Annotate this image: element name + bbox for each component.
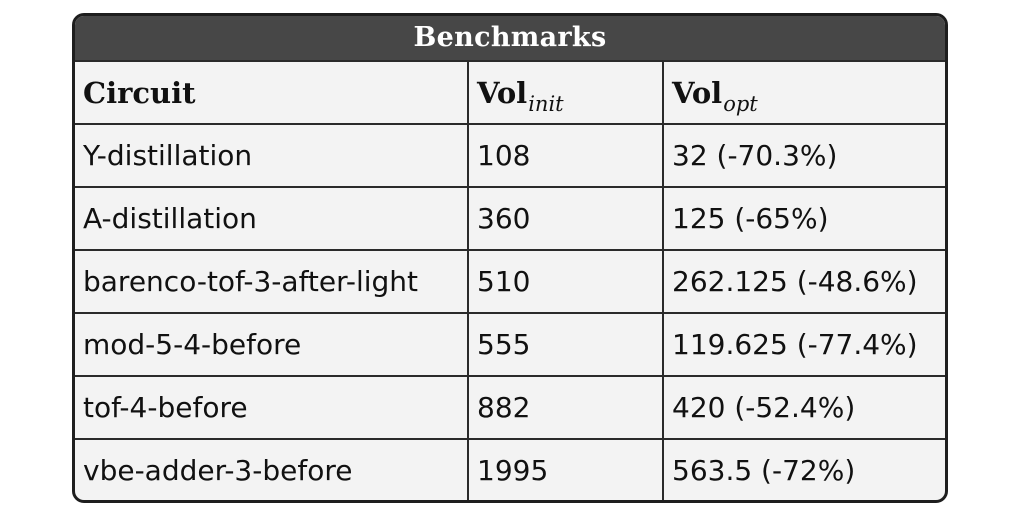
header-vol-opt: Volopt: [662, 60, 945, 125]
table-row: tof-4-before 882 420 (-52.4%): [75, 375, 945, 440]
header-vol-init-subscript: init: [528, 91, 564, 116]
table-row: mod-5-4-before 555 119.625 (-77.4%): [75, 312, 945, 377]
vol-init-cell: 1995: [467, 438, 664, 500]
vol-init-cell: 882: [467, 375, 664, 440]
benchmarks-table: Benchmarks Circuit Volinit Volopt Y-dist…: [72, 13, 948, 503]
circuit-cell: barenco-tof-3-after-light: [75, 249, 469, 314]
circuit-cell: vbe-adder-3-before: [75, 438, 469, 500]
vol-opt-cell: 563.5 (-72%): [662, 438, 945, 500]
header-circuit: Circuit: [75, 60, 469, 125]
benchmarks-grid: Circuit Volinit Volopt Y-distillation 10…: [75, 60, 945, 500]
vol-opt-cell: 125 (-65%): [662, 186, 945, 251]
header-vol-opt-label: Vol: [672, 75, 723, 110]
header-row: Circuit Volinit Volopt: [75, 60, 945, 125]
vol-opt-cell: 32 (-70.3%): [662, 123, 945, 188]
header-vol-init: Volinit: [467, 60, 664, 125]
header-vol-init-label: Vol: [477, 75, 528, 110]
vol-init-cell: 510: [467, 249, 664, 314]
header-vol-opt-subscript: opt: [723, 91, 758, 116]
table-row: A-distillation 360 125 (-65%): [75, 186, 945, 251]
circuit-cell: A-distillation: [75, 186, 469, 251]
circuit-cell: Y-distillation: [75, 123, 469, 188]
table-row: Y-distillation 108 32 (-70.3%): [75, 123, 945, 188]
vol-opt-cell: 119.625 (-77.4%): [662, 312, 945, 377]
vol-opt-cell: 420 (-52.4%): [662, 375, 945, 440]
table-row: vbe-adder-3-before 1995 563.5 (-72%): [75, 438, 945, 500]
vol-init-cell: 108: [467, 123, 664, 188]
vol-init-cell: 360: [467, 186, 664, 251]
circuit-cell: tof-4-before: [75, 375, 469, 440]
table-row: barenco-tof-3-after-light 510 262.125 (-…: [75, 249, 945, 314]
vol-init-cell: 555: [467, 312, 664, 377]
table-title: Benchmarks: [75, 16, 945, 60]
circuit-cell: mod-5-4-before: [75, 312, 469, 377]
vol-opt-cell: 262.125 (-48.6%): [662, 249, 945, 314]
header-circuit-label: Circuit: [83, 75, 196, 110]
